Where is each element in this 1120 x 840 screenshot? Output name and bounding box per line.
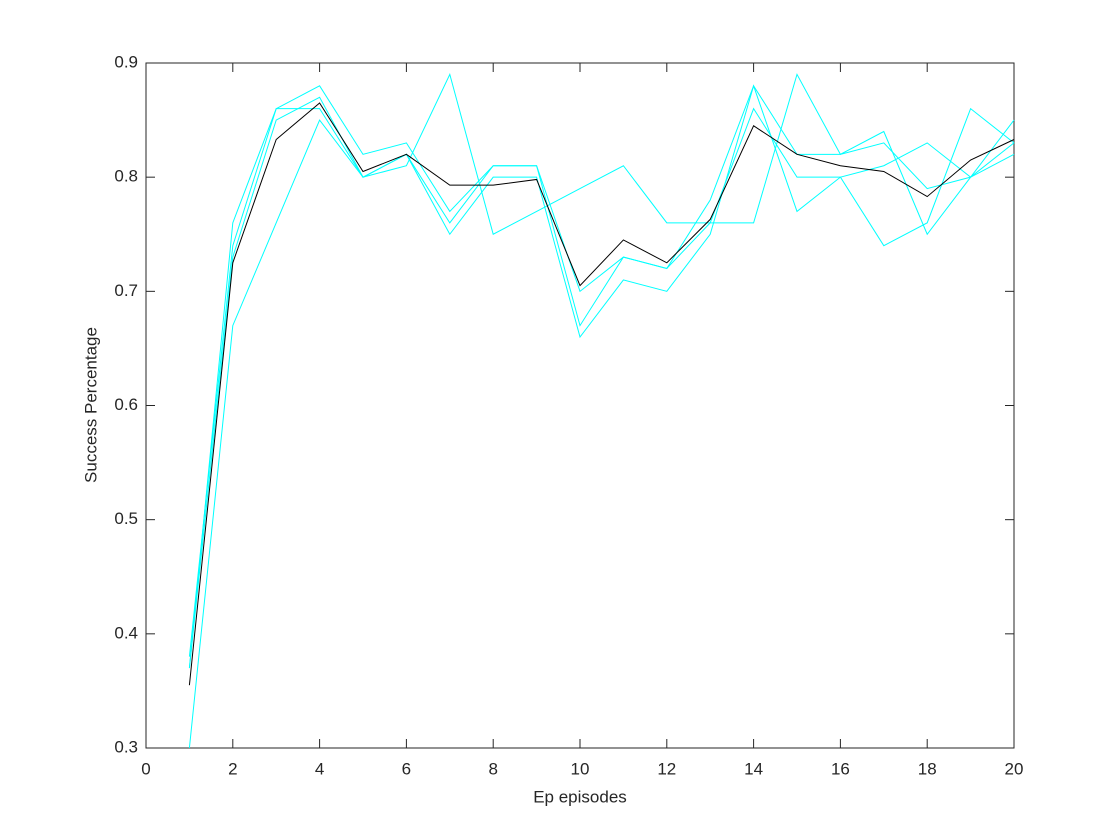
series-line xyxy=(188,102,1015,686)
series-line xyxy=(188,84,1015,669)
y-tick-label: 0.5 xyxy=(114,509,138,528)
x-tick-label: 20 xyxy=(1005,759,1024,778)
y-tick-label: 0.3 xyxy=(114,737,138,756)
y-tick-label: 0.9 xyxy=(114,52,138,71)
y-tick-label: 0.4 xyxy=(114,623,138,642)
x-axis-label: Ep episodes xyxy=(533,787,627,806)
series-line xyxy=(188,72,1015,749)
series-line xyxy=(188,85,1015,657)
axes-box xyxy=(145,62,1015,749)
x-tick-label: 4 xyxy=(315,759,324,778)
y-tick-label: 0.6 xyxy=(114,395,138,414)
x-tick-label: 16 xyxy=(831,759,850,778)
x-tick-label: 2 xyxy=(228,759,237,778)
y-tick-label: 0.7 xyxy=(114,281,138,300)
x-tick-label: 10 xyxy=(571,759,590,778)
x-tick-label: 18 xyxy=(918,759,937,778)
x-tick-label: 6 xyxy=(402,759,411,778)
y-axis-label: Success Percentage xyxy=(81,327,100,483)
x-tick-label: 12 xyxy=(657,759,676,778)
x-tick-label: 0 xyxy=(141,759,150,778)
x-tick-label: 14 xyxy=(744,759,763,778)
series-line xyxy=(188,84,1015,669)
y-tick-label: 0.8 xyxy=(114,167,138,186)
x-tick-label: 8 xyxy=(488,759,497,778)
